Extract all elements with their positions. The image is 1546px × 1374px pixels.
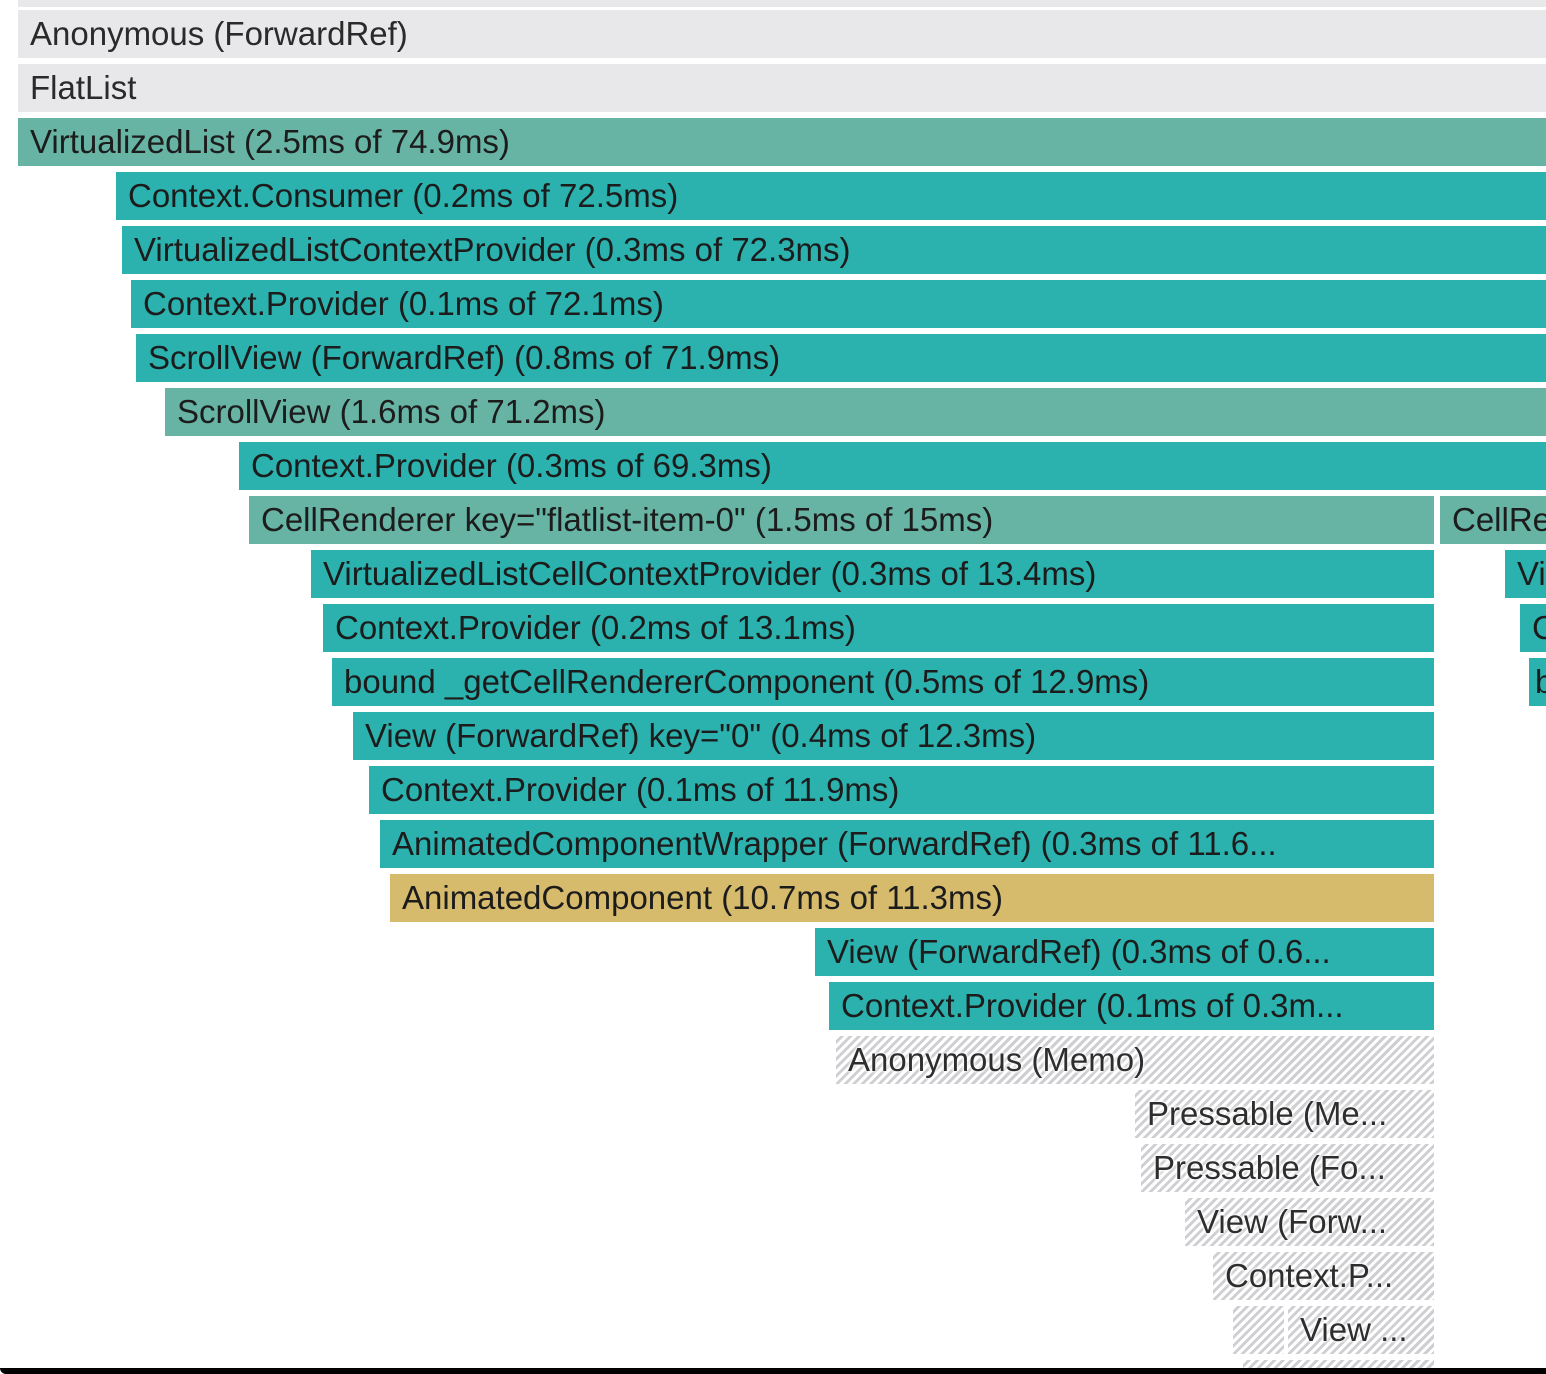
flame-bar-anonymous-forwardref[interactable]: Anonymous (ForwardRef) [18,10,1546,58]
flame-bar-context-provider-next[interactable]: C [1520,604,1546,652]
flame-bar-scrollview-forwardref[interactable]: ScrollView (ForwardRef) (0.8ms of 71.9ms… [136,334,1546,382]
flame-bar-label: ScrollView (1.6ms of 71.2ms) [177,393,606,430]
flamegraph-top-row-edge [18,0,1546,7]
flame-bar-label: bound _getCellRendererComponent (0.5ms o… [344,663,1150,700]
flame-bar-label: Anonymous (Memo) [848,1041,1146,1078]
flame-bar-virtualizedlist-context-provider[interactable]: VirtualizedListContextProvider (0.3ms of… [122,226,1546,274]
flame-bar-context-provider[interactable]: Context.Provider (0.1ms of 72.1ms) [131,280,1546,328]
flame-bar-view-hatched[interactable]: View ... [1288,1306,1434,1354]
flame-bar-label: VirtualizedList (2.5ms of 74.9ms) [30,123,510,160]
flame-bar-flatlist[interactable]: FlatList [18,64,1546,112]
flame-bar-context-consumer[interactable]: Context.Consumer (0.2ms of 72.5ms) [116,172,1546,220]
flame-bar-label: View (ForwardRef) (0.3ms of 0.6... [827,933,1331,970]
flame-bar-label: Context.P... [1225,1257,1394,1294]
flame-bar-label: View (ForwardRef) key="0" (0.4ms of 12.3… [365,717,1037,754]
flame-bar-pressable-forwardref[interactable]: Pressable (Fo... [1141,1144,1434,1192]
flame-bar-label: Context.Provider (0.3ms of 69.3ms) [251,447,772,484]
window-bottom-edge [0,1368,1546,1374]
flame-bar-context-provider[interactable]: Context.Provider (0.2ms of 13.1ms) [323,604,1434,652]
flame-bar-label: FlatList [30,69,137,106]
flame-bar-label: Context.Provider (0.1ms of 11.9ms) [381,771,900,808]
flame-bar-label: VirtualizedListContextProvider (0.3ms of… [134,231,851,268]
flame-bar-label: Pressable (Fo... [1153,1149,1386,1186]
flame-bar-label: Vi [1517,555,1546,592]
flame-bar-label: AnimatedComponent (10.7ms of 11.3ms) [402,879,1004,916]
flame-bar-label: Context.Provider (0.1ms of 72.1ms) [143,285,664,322]
flame-bar-cellrenderer-item-0[interactable]: CellRenderer key="flatlist-item-0" (1.5m… [249,496,1434,544]
flame-bar-label: C [1532,609,1546,646]
flame-bar-label: View (Forw... [1197,1203,1388,1240]
flame-bar-animated-component-wrapper[interactable]: AnimatedComponentWrapper (ForwardRef) (0… [380,820,1434,868]
flame-bar-label: AnimatedComponentWrapper (ForwardRef) (0… [392,825,1277,862]
flame-bar-label: ScrollView (ForwardRef) (0.8ms of 71.9ms… [148,339,781,376]
flame-bar-view-forwardref[interactable]: View (ForwardRef) (0.3ms of 0.6... [815,928,1434,976]
flame-bar-anonymous-memo[interactable]: Anonymous (Memo) [836,1036,1434,1084]
flame-bar-virtualizedlist-cell-context-provider[interactable]: VirtualizedListCellContextProvider (0.3m… [311,550,1434,598]
flame-bar-context-provider-hatched[interactable]: Context.P... [1213,1252,1434,1300]
flame-bar-animated-component[interactable]: AnimatedComponent (10.7ms of 11.3ms) [390,874,1434,922]
flame-bar-scrollview[interactable]: ScrollView (1.6ms of 71.2ms) [165,388,1546,436]
flame-bar-virtualizedlist-cell-context-provider-next[interactable]: Vi [1505,550,1546,598]
flame-bar-label: Pressable (Me... [1147,1095,1388,1132]
flame-bar-view-forwardref-hatched[interactable]: View (Forw... [1185,1198,1434,1246]
flame-bar-label: View ... [1300,1311,1408,1348]
flame-bar-label: b [1535,663,1546,700]
flame-bar-view-forwardref-key-0[interactable]: View (ForwardRef) key="0" (0.4ms of 12.3… [353,712,1434,760]
flame-bar-pressable-memo[interactable]: Pressable (Me... [1135,1090,1434,1138]
flame-bar-label: CellRenderer key="flatlist-item-0" (1.5m… [261,501,994,538]
flame-bar-label: Anonymous (ForwardRef) [30,15,408,52]
flame-bar-context-provider[interactable]: Context.Provider (0.1ms of 11.9ms) [369,766,1434,814]
flame-bar-bound-getcellrenderercomponent[interactable]: bound _getCellRendererComponent (0.5ms o… [332,658,1434,706]
flame-bar-label: VirtualizedListCellContextProvider (0.3m… [323,555,1097,592]
flame-bar-cellrenderer-next[interactable]: CellRe [1440,496,1546,544]
flame-bar-bound-getcellrenderercomponent-next[interactable]: b [1529,658,1546,706]
flame-bar-virtualizedlist[interactable]: VirtualizedList (2.5ms of 74.9ms) [18,118,1546,166]
flame-bar-label: Context.Provider (0.1ms of 0.3m... [841,987,1344,1024]
flame-bar-label: Context.Consumer (0.2ms of 72.5ms) [128,177,679,214]
flame-bar-label: Context.Provider (0.2ms of 13.1ms) [335,609,856,646]
flame-bar-context-provider[interactable]: Context.Provider (0.1ms of 0.3m... [829,982,1434,1030]
flame-bar-hatched-spacer [1233,1306,1284,1354]
flame-bar-label: CellRe [1452,501,1546,538]
flame-bar-context-provider[interactable]: Context.Provider (0.3ms of 69.3ms) [239,442,1546,490]
